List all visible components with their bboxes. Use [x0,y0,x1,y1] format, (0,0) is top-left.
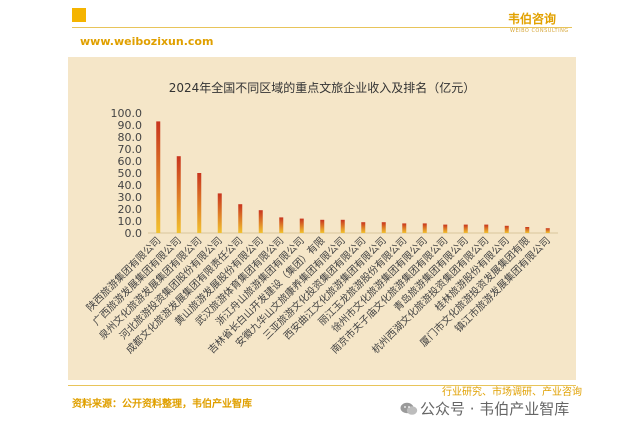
bar [484,224,489,233]
bar [176,156,181,233]
y-tick-label: 90.0 [118,119,143,132]
bar [402,223,407,233]
wechat-account: 公众号 · 韦伯产业智库 [420,400,570,418]
bar [525,227,530,233]
y-tick-label: 20.0 [118,203,143,216]
y-tick-label: 60.0 [118,155,143,168]
bar [217,193,222,233]
bar [381,222,386,233]
bar [279,217,284,233]
bar [545,228,550,233]
y-tick-label: 70.0 [118,143,143,156]
website-url[interactable]: www.weibozixun.com [80,35,214,48]
chart-title: 2024年全国不同区域的重点文旅企业收入及排名（亿元） [169,80,476,95]
header-divider [72,27,572,28]
footer-tagline: 行业研究、市场调研、产业咨询 [442,387,582,398]
data-source: 资料来源：公开资料整理，韦伯产业智库 [72,399,252,410]
bar [361,222,366,233]
bar [299,218,304,233]
brand-subtitle: WEIBO CONSULTING [510,28,569,34]
chart-panel [68,57,576,380]
bar [197,173,202,233]
bar [443,224,448,233]
bar [422,223,427,233]
y-tick-label: 30.0 [118,191,143,204]
bar-chart: 2024年全国不同区域的重点文旅企业收入及排名（亿元） 0.010.020.03… [83,80,558,356]
y-tick-label: 0.0 [125,227,143,240]
bar [156,121,161,233]
bar [238,204,243,233]
bar [320,219,325,233]
y-tick-label: 10.0 [118,215,143,228]
y-tick-label: 80.0 [118,131,143,144]
y-tick-label: 40.0 [118,179,143,192]
y-tick-label: 50.0 [118,167,143,180]
bar [504,225,509,233]
footer-divider [68,385,576,386]
brand-name: 韦伯咨询 [508,12,557,26]
bar [340,219,345,233]
bar [463,224,468,233]
wechat-icon [400,402,418,415]
bar [258,210,263,233]
y-tick-label: 100.0 [111,107,143,120]
logo-square [72,8,86,22]
